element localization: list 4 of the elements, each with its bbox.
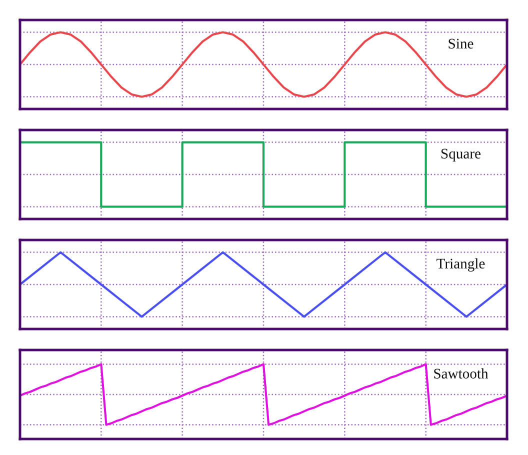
chart-title: Sawtooth	[434, 368, 488, 379]
chart-title: Triangle	[436, 258, 485, 272]
chart-title: Sine	[448, 38, 474, 49]
chart-title: Square	[441, 148, 480, 162]
